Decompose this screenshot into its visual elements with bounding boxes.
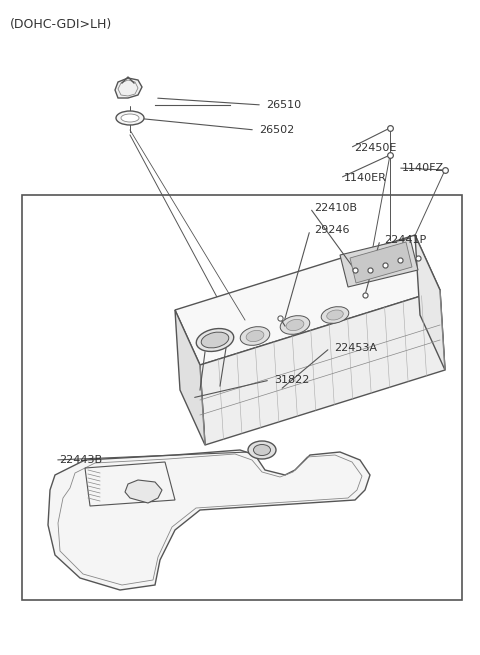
- Text: 1140FZ: 1140FZ: [402, 163, 444, 173]
- Polygon shape: [125, 480, 162, 503]
- Ellipse shape: [321, 307, 349, 324]
- Bar: [22, 195, 462, 600]
- Text: 22453A: 22453A: [334, 343, 377, 353]
- Ellipse shape: [196, 329, 234, 352]
- Text: 22443B: 22443B: [59, 455, 102, 465]
- Text: 29246: 29246: [314, 225, 349, 235]
- Ellipse shape: [327, 310, 343, 320]
- Text: 31822: 31822: [274, 375, 310, 385]
- Text: 22441P: 22441P: [384, 235, 426, 245]
- Text: (DOHC-GDI>LH): (DOHC-GDI>LH): [10, 18, 112, 31]
- Polygon shape: [415, 235, 445, 370]
- Ellipse shape: [116, 111, 144, 125]
- Ellipse shape: [121, 114, 139, 122]
- Ellipse shape: [286, 320, 304, 331]
- Ellipse shape: [248, 441, 276, 459]
- Ellipse shape: [253, 445, 271, 455]
- Ellipse shape: [280, 316, 310, 334]
- Polygon shape: [350, 242, 412, 283]
- Text: 22450E: 22450E: [354, 143, 396, 153]
- Polygon shape: [175, 235, 440, 365]
- Polygon shape: [340, 238, 418, 287]
- Text: 26502: 26502: [259, 125, 294, 135]
- Polygon shape: [115, 78, 142, 98]
- Polygon shape: [175, 310, 205, 445]
- Text: 26510: 26510: [266, 100, 301, 110]
- Ellipse shape: [240, 327, 270, 345]
- Ellipse shape: [201, 332, 229, 348]
- Polygon shape: [48, 450, 370, 590]
- Text: 1140ER: 1140ER: [344, 173, 387, 183]
- Ellipse shape: [246, 330, 264, 342]
- Text: 22410B: 22410B: [314, 203, 357, 213]
- Polygon shape: [200, 290, 445, 445]
